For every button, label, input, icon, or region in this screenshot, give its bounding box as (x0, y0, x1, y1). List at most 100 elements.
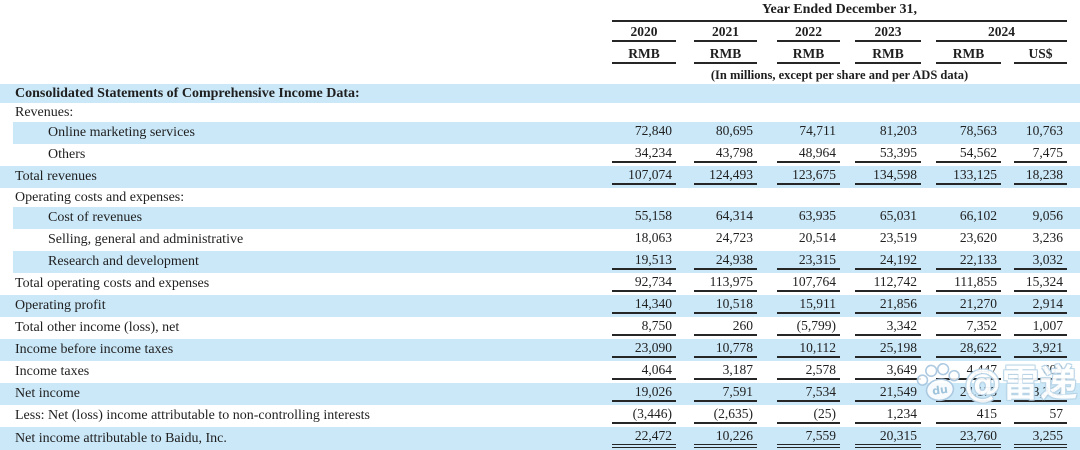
header-spacer (0, 0, 600, 23)
cell-value (758, 103, 841, 122)
table-row: Total other income (loss), net 8,750 260 (5… (0, 317, 1080, 339)
row-label: Net income (0, 383, 600, 405)
cell-value: 57 (1002, 405, 1080, 427)
row-label: Total revenues (0, 166, 600, 188)
cell-value: 107,764 (758, 273, 841, 295)
cell-value (600, 188, 677, 207)
cell-value: (5,799) (758, 317, 841, 339)
header-spacer (0, 45, 600, 67)
year-ended-label: Year Ended December 31, (612, 2, 1068, 22)
row-label: Online marketing services (0, 122, 600, 144)
cell-value: 3,032 (1002, 251, 1080, 273)
cell-value (600, 103, 677, 122)
row-label: Income before income taxes (0, 339, 600, 361)
row-label: Operating costs and expenses: (15, 189, 185, 205)
cell-value: 15,911 (758, 295, 841, 317)
cell-value: 112,742 (841, 273, 922, 295)
table-row: Operating profit 14,340 10,518 15,911 21,856… (0, 295, 1080, 317)
cell-value: 18,063 (634, 230, 672, 245)
cell-value: (3,446) (600, 405, 677, 427)
cell-value: 34,234 (600, 144, 677, 166)
cell-value: 10,763 (1002, 122, 1080, 144)
cell-value (922, 188, 1002, 207)
cell-value (1002, 103, 1080, 122)
header-year-2023: 2023 (841, 23, 922, 45)
table-row: Net income 19,026 7,591 7,534 21,549 24,175 3,… (0, 383, 1080, 405)
cell-value: 9,056 (1002, 207, 1080, 229)
table-row: Selling, general and administrative 18,06… (0, 229, 1080, 251)
header-period-row: Year Ended December 31, (0, 0, 1080, 23)
cell-value: 72,840 (600, 122, 677, 144)
cell-value: 21,856 (841, 295, 922, 317)
cell-value: 22,133 (922, 251, 1002, 273)
cell-value (600, 84, 677, 103)
table-body: Consolidated Statements of Comprehensive… (0, 84, 1080, 450)
cell-value (677, 188, 758, 207)
header-currency-rmb: RMB (600, 45, 677, 67)
table-row: Total revenues 107,074 124,493 123,675 134,5… (0, 166, 1080, 188)
cell-value: 2,578 (758, 361, 841, 383)
cell-value (677, 103, 758, 122)
cell-value: 3,187 (677, 361, 758, 383)
cell-value: 23,760 (922, 427, 1002, 450)
cell-value: 113,975 (677, 273, 758, 295)
table-row: Cost of revenues 55,158 64,314 63,935 65,031… (0, 207, 1080, 229)
table-row: Income taxes 4,064 3,187 2,578 3,649 4,447 609 (0, 361, 1080, 383)
cell-value: 415 (922, 405, 1002, 427)
cell-value: 1,234 (841, 405, 922, 427)
cell-value: 24,175 (922, 383, 1002, 405)
table-row: Consolidated Statements of Comprehensive… (0, 84, 1080, 103)
cell-value: 107,074 (600, 166, 677, 188)
cell-value: 134,598 (841, 166, 922, 188)
cell-value (841, 103, 922, 122)
cell-value: 53,395 (841, 144, 922, 166)
cell-value: 14,340 (600, 295, 677, 317)
cell-value: 123,675 (758, 166, 841, 188)
row-label: Operating profit (0, 295, 600, 317)
header-units-row: (In millions, except per share and per A… (0, 67, 1080, 84)
cell-value (1002, 188, 1080, 207)
header-currency-rmb: RMB (841, 45, 922, 67)
cell-value: 23,620 (959, 230, 997, 245)
cell-value: 23,315 (758, 251, 841, 273)
cell-value: 3,312 (1002, 383, 1080, 405)
cell-value: 4,064 (600, 361, 677, 383)
cell-value: 3,236 (1032, 230, 1064, 245)
table-row: Others 34,234 43,798 48,964 53,395 54,562 7,47… (0, 144, 1080, 166)
cell-value: 20,514 (798, 230, 836, 245)
cell-value: 43,798 (677, 144, 758, 166)
cell-value: 7,352 (922, 317, 1002, 339)
row-label: Selling, general and administrative (48, 232, 244, 247)
cell-value: 609 (1002, 361, 1080, 383)
cell-value: 48,964 (758, 144, 841, 166)
row-label: Revenues: (15, 104, 74, 120)
header-years-row: 2020 2021 2022 2023 2024 (0, 23, 1080, 45)
header-year-2020: 2020 (600, 23, 677, 45)
cell-value: 81,203 (841, 122, 922, 144)
cell-value: 24,723 (715, 230, 753, 245)
cell-value (922, 84, 1002, 103)
cell-value: 23,519 (879, 230, 917, 245)
cell-value: 10,112 (758, 339, 841, 361)
cell-value (677, 84, 758, 103)
cell-value: 24,938 (677, 251, 758, 273)
cell-value: 65,031 (841, 207, 922, 229)
table-row: Less: Net (loss) income attributable to … (0, 405, 1080, 427)
table-row: Operating costs and expenses: (0, 188, 1080, 207)
cell-value: 54,562 (922, 144, 1002, 166)
cell-value: 10,518 (677, 295, 758, 317)
cell-value (922, 103, 1002, 122)
cell-value: 10,778 (677, 339, 758, 361)
cell-value: 3,255 (1002, 427, 1080, 450)
row-label: Net income attributable to Baidu, Inc. (0, 427, 600, 450)
cell-value: 25,198 (841, 339, 922, 361)
cell-value: 92,734 (600, 273, 677, 295)
cell-value: 18,238 (1002, 166, 1080, 188)
cell-value: 80,695 (677, 122, 758, 144)
cell-value: 55,158 (600, 207, 677, 229)
cell-value: 1,007 (1002, 317, 1080, 339)
row-label: Consolidated Statements of Comprehensive… (0, 84, 600, 103)
cell-value: 21,549 (841, 383, 922, 405)
cell-value: 10,226 (677, 427, 758, 450)
